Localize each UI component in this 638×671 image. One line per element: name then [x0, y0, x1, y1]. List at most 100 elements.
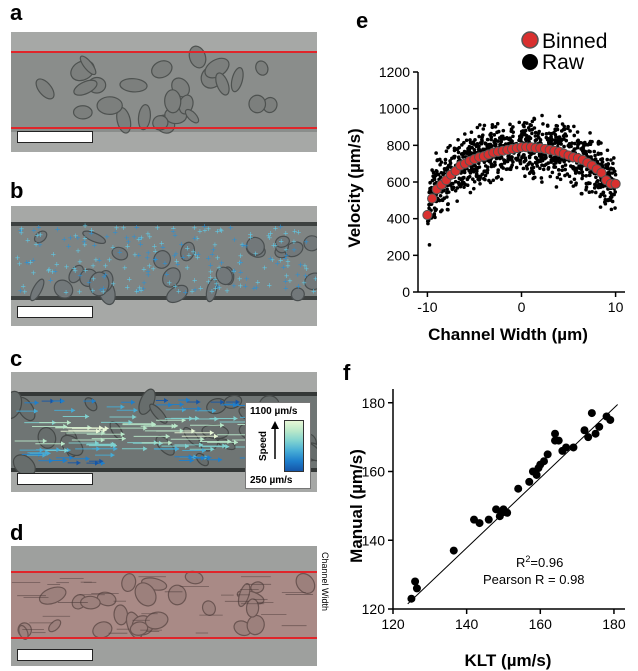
feature-point-marker: +: [134, 223, 140, 231]
feature-point-marker: +: [224, 287, 230, 295]
raw-point: [593, 153, 597, 158]
feature-point-marker: +: [251, 285, 257, 293]
feature-point-marker: +: [138, 286, 144, 294]
feature-point-marker: +: [173, 250, 179, 258]
raw-point: [462, 175, 466, 180]
raw-point: [511, 160, 515, 164]
feature-point-marker: +: [93, 256, 99, 264]
velocity-vector-head: [42, 438, 47, 444]
raw-point: [452, 156, 456, 160]
raw-point: [470, 141, 474, 146]
red-blood-cell: [88, 271, 110, 297]
velocity-vector-head: [95, 460, 100, 466]
feature-point-marker: +: [46, 266, 52, 274]
panel-b-label: b: [10, 178, 24, 203]
raw-point: [595, 179, 600, 183]
raw-point: [533, 130, 538, 135]
red-blood-cell: [137, 104, 151, 131]
feature-point-marker: +: [231, 282, 237, 290]
feature-point-marker: +: [166, 279, 172, 287]
raw-point: [559, 138, 564, 142]
feature-point-marker: +: [184, 244, 190, 252]
velocity-vector-head: [225, 444, 230, 450]
raw-point: [434, 207, 438, 212]
raw-point: [580, 149, 585, 153]
raw-point: [461, 170, 466, 174]
feature-point-marker: +: [137, 235, 143, 243]
feature-point-marker: +: [103, 262, 109, 270]
raw-point: [427, 243, 432, 247]
raw-point: [598, 194, 602, 199]
raw-point: [584, 181, 589, 186]
raw-point: [563, 132, 568, 136]
red-blood-cell: [164, 89, 182, 114]
feature-point-marker: +: [50, 268, 56, 276]
raw-point: [540, 132, 545, 137]
raw-point: [535, 164, 540, 168]
raw-point: [595, 159, 600, 164]
raw-point: [472, 179, 477, 184]
raw-point: [573, 166, 578, 171]
red-blood-cell: [275, 235, 290, 248]
red-blood-cell: [248, 94, 267, 114]
feature-point-marker: +: [303, 272, 309, 280]
feature-point-marker: +: [218, 227, 224, 235]
raw-point: [498, 142, 502, 147]
red-blood-cell: [129, 621, 149, 636]
raw-point: [560, 164, 565, 169]
velocity-vector-head: [174, 423, 179, 429]
velocity-vector-head: [175, 446, 180, 452]
raw-point: [483, 173, 488, 178]
feature-point-marker: +: [171, 252, 177, 260]
raw-point: [576, 143, 580, 147]
velocity-vector-head: [60, 441, 65, 447]
red-blood-cell: [304, 272, 317, 291]
raw-point: [589, 155, 593, 159]
raw-point: [448, 183, 453, 187]
feature-point-marker: +: [20, 283, 26, 291]
feature-point-marker: +: [205, 225, 211, 233]
feature-point-marker: +: [172, 232, 178, 240]
raw-point: [519, 134, 523, 138]
feature-point-marker: +: [283, 246, 289, 254]
feature-point-marker: +: [202, 227, 208, 235]
raw-point: [468, 138, 472, 142]
feature-point-marker: +: [291, 246, 297, 254]
feature-point-marker: +: [26, 259, 32, 267]
feature-point-marker: +: [209, 287, 215, 295]
raw-point: [490, 122, 495, 127]
red-blood-cell: [180, 241, 196, 262]
feature-point-marker: +: [211, 246, 217, 254]
feature-point-marker: +: [283, 230, 289, 238]
feature-point-marker: +: [126, 238, 132, 246]
raw-point: [474, 174, 479, 179]
feature-point-marker: +: [192, 277, 198, 285]
raw-point: [490, 125, 495, 130]
comparison-point: [551, 429, 560, 438]
raw-point: [596, 140, 601, 145]
feature-point-marker: +: [209, 251, 215, 259]
raw-point: [443, 157, 448, 162]
red-blood-cell: [37, 427, 57, 449]
r-squared-annotation: R2=0.96: [516, 554, 563, 570]
red-blood-cell: [149, 403, 168, 424]
raw-point: [536, 134, 540, 138]
x-tick-label-e: 10: [608, 299, 624, 315]
raw-point: [534, 138, 539, 142]
raw-point: [602, 200, 607, 204]
velocity-vector-head: [201, 455, 206, 461]
raw-point: [492, 133, 497, 137]
velocity-vector-head: [168, 440, 173, 446]
y-tick-label-f: 120: [362, 601, 386, 617]
raw-point: [432, 175, 437, 180]
raw-point: [455, 186, 460, 190]
feature-point-marker: +: [285, 262, 291, 270]
velocity-vector-head: [191, 428, 196, 434]
raw-point: [434, 151, 438, 155]
raw-point: [477, 144, 481, 149]
velocity-vector-head: [179, 401, 184, 407]
x-tick-label-e: -10: [417, 299, 437, 315]
velocity-vector-head: [233, 415, 238, 421]
velocity-vector-head: [113, 446, 118, 452]
raw-point: [438, 193, 443, 198]
